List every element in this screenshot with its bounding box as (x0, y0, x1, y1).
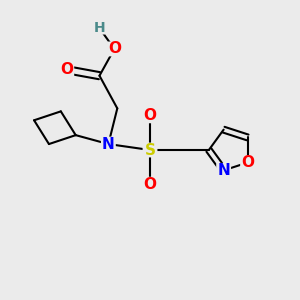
Text: O: O (143, 108, 157, 123)
FancyBboxPatch shape (240, 155, 255, 170)
FancyBboxPatch shape (107, 41, 122, 56)
Text: O: O (108, 41, 121, 56)
Text: H: H (94, 21, 105, 35)
Text: O: O (241, 155, 254, 170)
FancyBboxPatch shape (59, 62, 74, 77)
Text: O: O (143, 177, 157, 192)
FancyBboxPatch shape (142, 108, 158, 123)
FancyBboxPatch shape (142, 177, 158, 192)
Text: N: N (217, 163, 230, 178)
FancyBboxPatch shape (93, 22, 106, 34)
FancyBboxPatch shape (101, 136, 116, 152)
Text: N: N (102, 136, 115, 152)
FancyBboxPatch shape (142, 142, 158, 158)
Text: O: O (60, 62, 73, 77)
FancyBboxPatch shape (216, 163, 231, 178)
Text: S: S (145, 142, 155, 158)
